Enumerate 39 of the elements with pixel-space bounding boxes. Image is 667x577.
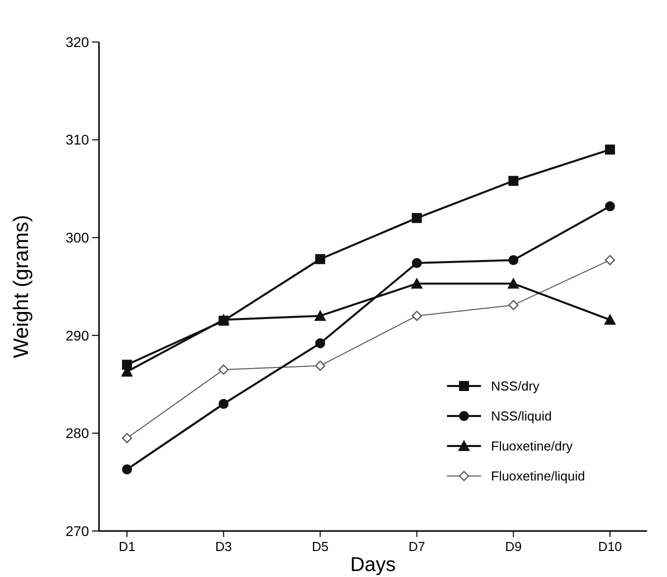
- y-axis-title: Weight (grams): [10, 214, 33, 358]
- x-tick-label: D7: [408, 539, 426, 554]
- legend-label: NSS/liquid: [491, 408, 552, 424]
- point: [122, 432, 132, 444]
- y-tick-label: 290: [66, 327, 90, 344]
- point: [412, 213, 422, 224]
- point: [314, 310, 326, 321]
- point: [508, 176, 518, 186]
- point: [315, 360, 326, 371]
- x-tick-label: D1: [118, 539, 136, 554]
- x-tick-label: D10: [598, 539, 622, 554]
- point: [507, 278, 520, 289]
- legend-label: Fluoxetine/liquid: [491, 468, 585, 484]
- point: [508, 255, 518, 266]
- point: [508, 300, 518, 310]
- point: [315, 338, 326, 348]
- x-tick-label: D3: [215, 539, 232, 554]
- point: [604, 314, 616, 325]
- point: [412, 310, 422, 321]
- point: [218, 398, 229, 409]
- point: [605, 201, 615, 212]
- point: [218, 364, 229, 375]
- y-tick-label: 310: [66, 132, 90, 148]
- y-tick-label: 270: [66, 522, 90, 539]
- y-tick-label: 280: [66, 425, 90, 442]
- y-tick-label: 300: [66, 230, 90, 246]
- x-tick-label: D5: [312, 539, 329, 554]
- point: [122, 464, 132, 474]
- point: [315, 254, 326, 264]
- legend-label: Fluoxetine/dry: [491, 438, 574, 454]
- point: [122, 360, 132, 370]
- x-tick-label: D9: [505, 539, 522, 554]
- legend-label: NSS/dry: [491, 378, 540, 394]
- point: [412, 258, 422, 268]
- point: [605, 144, 615, 155]
- y-tick-label: 320: [66, 34, 90, 50]
- x-axis-title: Days: [350, 554, 396, 576]
- point: [604, 254, 616, 266]
- point: [410, 278, 423, 289]
